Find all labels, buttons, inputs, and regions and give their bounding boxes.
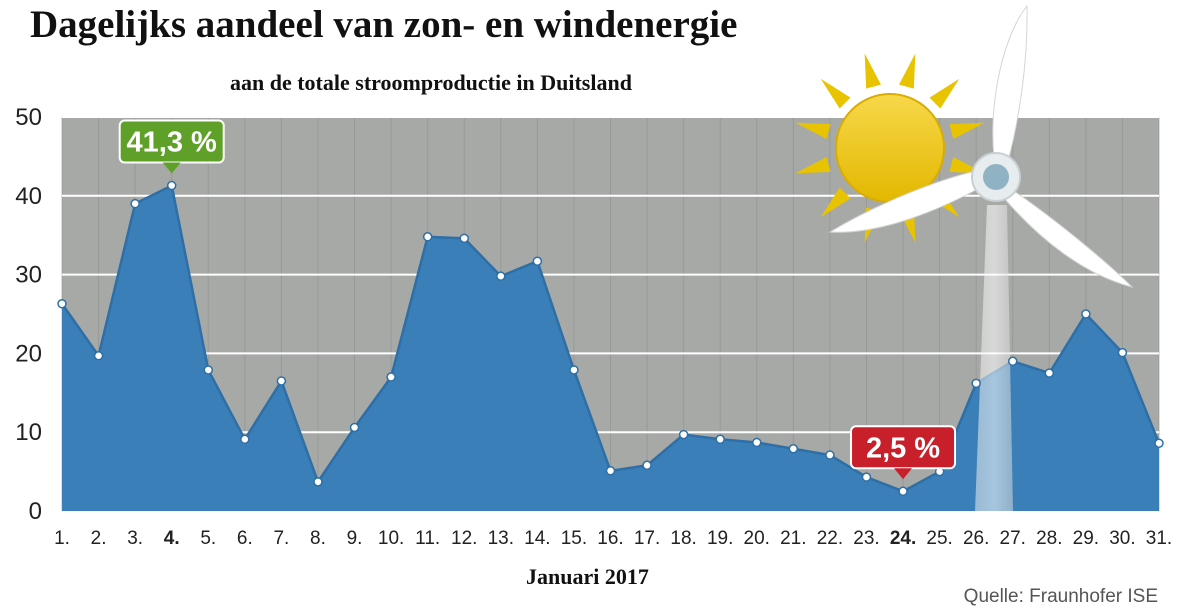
x-tick-label: 21. <box>780 528 806 549</box>
y-tick-label: 0 <box>29 498 42 525</box>
x-tick-label: 8. <box>310 528 326 549</box>
x-tick-label: 2. <box>91 528 107 549</box>
data-point <box>203 365 214 375</box>
wind-turbine-icon <box>828 4 1134 511</box>
x-tick-label: 1. <box>54 528 70 549</box>
x-tick-label: 23. <box>853 528 879 549</box>
data-point <box>1081 309 1091 319</box>
x-tick-label: 18. <box>670 528 696 549</box>
x-tick-label: 4. <box>164 528 180 549</box>
x-tick-label: 13. <box>488 528 514 549</box>
x-tick-label: 12. <box>451 528 477 549</box>
x-tick-label: 9. <box>347 528 363 549</box>
y-tick-label: 10 <box>15 419 42 446</box>
data-point <box>788 443 799 454</box>
data-point <box>276 376 287 386</box>
series-area-fill <box>62 185 1159 511</box>
x-tick-label: 30. <box>1109 528 1135 549</box>
min-value-badge: 2,5 % <box>850 425 957 480</box>
x-tick-label: 19. <box>707 528 733 549</box>
x-tick-label: 10. <box>378 528 404 549</box>
y-tick-label: 40 <box>15 183 42 210</box>
data-point <box>93 351 104 361</box>
chart-title: Dagelijks aandeel van zon- en windenergi… <box>30 3 738 46</box>
data-point <box>130 198 140 209</box>
x-tick-label: 31. <box>1146 528 1172 549</box>
data-point <box>532 256 543 266</box>
max-value-badge: 41,3 % <box>118 119 225 174</box>
data-point <box>386 372 396 382</box>
data-point <box>1154 438 1164 448</box>
badge-label: 41,3 % <box>127 127 217 159</box>
data-point <box>861 472 872 482</box>
x-tick-label: 28. <box>1036 528 1062 549</box>
x-tick-label: 11. <box>415 528 440 549</box>
x-tick-label: 27. <box>1000 528 1026 549</box>
data-point <box>240 434 250 445</box>
data-point <box>1007 356 1018 367</box>
x-tick-label: 25. <box>926 528 952 549</box>
x-tick-label: 15. <box>561 528 587 549</box>
y-tick-label: 50 <box>15 104 42 131</box>
chart-subtitle: aan de totale stroomproductie in Duitsla… <box>230 70 632 95</box>
data-point <box>422 232 433 242</box>
x-tick-label: 24. <box>890 528 916 549</box>
data-point <box>569 365 579 375</box>
x-tick-label: 7. <box>273 528 289 549</box>
data-point <box>605 466 616 476</box>
y-tick-label: 30 <box>15 262 42 289</box>
x-tick-label: 26. <box>963 528 989 549</box>
annotations: 41,3 % 2,5 % <box>118 119 957 480</box>
data-point <box>459 233 469 244</box>
data-point <box>1044 368 1055 378</box>
badge-label: 2,5 % <box>866 432 940 464</box>
data-point <box>166 180 177 191</box>
x-axis-ticks: 1. 2. 3. 4. 5. 6. 7. 8. 9. 10. 11. 12. 13. 14. 15. 16. 1… <box>54 528 1172 549</box>
data-point <box>1117 347 1128 358</box>
x-tick-label: 17. <box>634 528 660 549</box>
data-point <box>642 460 652 471</box>
x-tick-label: 14. <box>524 528 550 549</box>
data-points <box>57 180 1164 497</box>
source-credit: Quelle: Fraunhofer ISE <box>963 586 1158 607</box>
y-tick-label: 20 <box>15 340 42 367</box>
data-point <box>825 450 835 460</box>
data-point <box>57 299 67 309</box>
data-point <box>752 437 762 448</box>
x-axis-label: Januari 2017 <box>526 564 649 589</box>
y-axis-ticks: 0 10 20 30 40 50 <box>15 104 42 525</box>
x-tick-label: 6. <box>237 528 253 549</box>
data-point <box>971 378 981 389</box>
x-tick-label: 29. <box>1073 528 1099 549</box>
x-tick-label: 16. <box>597 528 623 549</box>
x-tick-label: 5. <box>200 528 216 549</box>
data-point <box>349 422 360 433</box>
data-point <box>496 271 506 281</box>
data-point <box>715 434 725 445</box>
x-tick-label: 3. <box>127 528 143 549</box>
data-point <box>313 477 323 487</box>
x-tick-label: 22. <box>817 528 843 549</box>
data-point <box>678 429 689 440</box>
data-point <box>898 486 908 497</box>
x-tick-label: 20. <box>744 528 770 549</box>
